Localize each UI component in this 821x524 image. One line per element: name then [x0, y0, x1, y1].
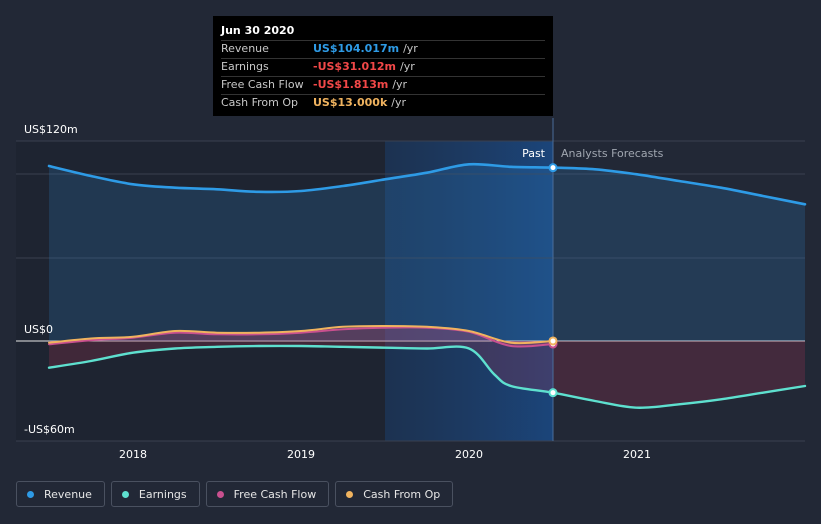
tooltip-row-earnings: Earnings -US$31.012m /yr — [221, 58, 545, 76]
y-tick-label: -US$60m — [24, 423, 75, 436]
tooltip-unit: /yr — [403, 42, 418, 55]
tooltip-value: -US$1.813m — [313, 78, 389, 91]
tooltip-row-cash-from-op: Cash From Op US$13.000k /yr — [221, 94, 545, 112]
tooltip-unit: /yr — [391, 96, 407, 109]
tooltip-label: Cash From Op — [221, 96, 299, 109]
legend-item-earnings[interactable]: Earnings — [110, 481, 200, 507]
tooltip-value: -US$31.012m — [313, 60, 396, 73]
tooltip-value: US$104.017m — [313, 42, 400, 55]
tooltip: Jun 30 2020 Revenue US$104.017m /yr Earn… — [213, 16, 553, 116]
legend-label: Cash From Op — [363, 487, 441, 501]
tooltip-value: US$13.000k — [313, 96, 388, 109]
tooltip-unit: /yr — [399, 60, 415, 73]
legend-item-cash-from-op[interactable]: Cash From Op — [335, 481, 454, 507]
y-tick-label: US$0 — [24, 323, 53, 336]
earnings-marker — [548, 388, 558, 398]
past-label: Past — [522, 147, 546, 160]
revenue-area — [49, 164, 805, 341]
x-tick-label: 2021 — [623, 448, 651, 461]
tooltip-unit: /yr — [392, 78, 408, 91]
legend-item-revenue[interactable]: Revenue — [16, 481, 105, 507]
legend-label: Revenue — [44, 487, 92, 501]
earnings-dot-icon — [121, 490, 129, 498]
tooltip-row-free-cash-flow: Free Cash Flow -US$1.813m /yr — [221, 76, 545, 94]
legend-item-free-cash-flow[interactable]: Free Cash Flow — [205, 481, 330, 507]
tooltip-label: Revenue — [221, 42, 269, 55]
past-region — [16, 141, 385, 441]
x-tick-label: 2019 — [287, 448, 315, 461]
legend: Revenue Earnings Free Cash Flow Cash Fro… — [16, 481, 454, 507]
tooltip-date: Jun 30 2020 — [221, 24, 295, 37]
revenue-marker — [548, 163, 558, 173]
free-cash-flow-dot-icon — [216, 490, 224, 498]
revenue-line — [47, 162, 807, 206]
y-tick-label: US$120m — [24, 123, 78, 136]
tooltip-row-revenue: Revenue US$104.017m /yr — [221, 40, 545, 58]
x-tick-label: 2018 — [119, 448, 147, 461]
free-cash-flow-area — [49, 327, 553, 347]
cash-from-op-marker — [548, 336, 558, 346]
tooltip-label: Earnings — [221, 60, 269, 73]
earnings-line — [47, 344, 807, 409]
cash-from-op-line — [48, 325, 554, 345]
x-tick-label: 2020 — [455, 448, 483, 461]
cash-from-op-dot-icon — [346, 490, 354, 498]
legend-label: Free Cash Flow — [233, 487, 317, 501]
tooltip-label: Free Cash Flow — [221, 78, 304, 91]
legend-label: Earnings — [138, 487, 187, 501]
earnings-area — [49, 341, 805, 408]
forecast-label: Analysts Forecasts — [561, 147, 664, 160]
revenue-dot-icon — [27, 490, 34, 498]
highlight-region — [385, 141, 553, 441]
